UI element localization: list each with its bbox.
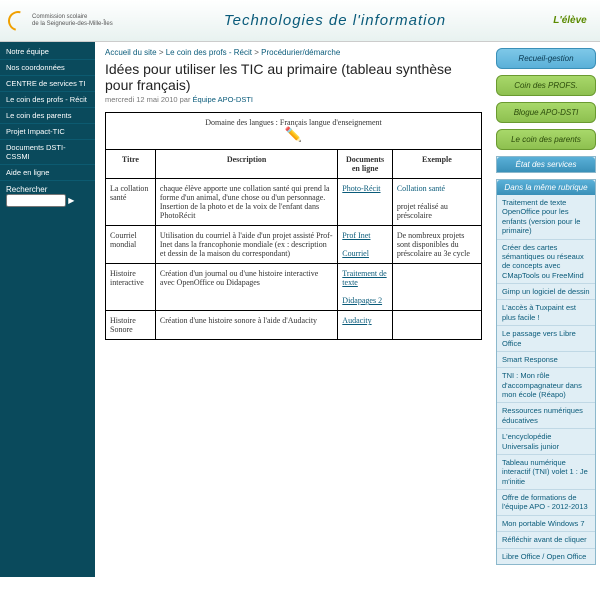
side-button[interactable]: Le coin des parents: [496, 129, 596, 150]
cell-titre: Courriel mondial: [106, 226, 156, 264]
cell-desc: Création d'un journal ou d'une histoire …: [155, 264, 337, 311]
cell-docs: Traitement de texte Didapages 2: [338, 264, 393, 311]
cell-exemple: De nombreux projets sont disponibles du …: [392, 226, 481, 264]
table-row: La collation santéchaque élève apporte u…: [106, 179, 482, 226]
nav-item[interactable]: Documents DSTI-CSSMI: [0, 140, 95, 165]
breadcrumb-c1[interactable]: Le coin des profs - Récit: [166, 48, 252, 57]
nav-item[interactable]: Notre équipe: [0, 44, 95, 60]
cell-desc: Création d'une histoire sonore à l'aide …: [155, 311, 337, 340]
commission-line1: Commission scolaire: [32, 14, 87, 20]
cell-titre: Histoire interactive: [106, 264, 156, 311]
search-label: Rechercher: [6, 185, 47, 194]
side-link[interactable]: TNI : Mon rôle d'accompagnateur dans mon…: [497, 367, 595, 402]
cell-docs: Photo-Récit: [338, 179, 393, 226]
table-row: Courriel mondialUtilisation du courriel …: [106, 226, 482, 264]
search-box: Rechercher ▶: [0, 181, 95, 211]
table-header: Description: [155, 150, 337, 179]
synthesis-table: Domaine des langues : Français langue d'…: [105, 112, 482, 340]
side-link[interactable]: Traitement de texte OpenOffice pour les …: [497, 195, 595, 239]
author-link[interactable]: Équipe APO-DSTI: [193, 95, 253, 104]
nav-item[interactable]: Projet Impact-TIC: [0, 124, 95, 140]
table-row: Histoire interactiveCréation d'un journa…: [106, 264, 482, 311]
cell-exemple: [392, 264, 481, 311]
cell-desc: chaque élève apporte une collation santé…: [155, 179, 337, 226]
side-button[interactable]: Blogue APO-DSTI: [496, 102, 596, 123]
doc-link[interactable]: Prof Inet: [342, 231, 370, 240]
table-header: Titre: [106, 150, 156, 179]
nav-item[interactable]: Le coin des profs - Récit: [0, 92, 95, 108]
site-header: Commission scolaire de la Seigneurie-des…: [0, 0, 600, 42]
side-link[interactable]: Libre Office / Open Office: [497, 548, 595, 564]
side-section: Dans la même rubriqueTraitement de texte…: [496, 179, 596, 565]
nav-item[interactable]: CENTRE de services TI: [0, 76, 95, 92]
side-section-head: Dans la même rubrique: [497, 180, 595, 195]
cell-docs: Audacity: [338, 311, 393, 340]
side-link[interactable]: Ressources numériques éducatives: [497, 402, 595, 428]
side-link[interactable]: Réfléchir avant de cliquer: [497, 531, 595, 547]
table-header: Documents en ligne: [338, 150, 393, 179]
side-button[interactable]: Coin des PROFS.: [496, 75, 596, 96]
cell-desc: Utilisation du courriel à l'aide d'un pr…: [155, 226, 337, 264]
eleve-logo: L'élève: [540, 15, 600, 26]
side-link[interactable]: Mon portable Windows 7: [497, 515, 595, 531]
side-section: État des services: [496, 156, 596, 173]
commission-logo: Commission scolaire de la Seigneurie-des…: [0, 11, 130, 31]
side-link[interactable]: Smart Response: [497, 351, 595, 367]
breadcrumb-c2[interactable]: Procédurier/démarche: [261, 48, 340, 57]
side-link[interactable]: Créer des cartes sémantiques ou réseaux …: [497, 239, 595, 284]
example-link[interactable]: Collation santé: [397, 184, 445, 193]
cell-docs: Prof Inet Courriel: [338, 226, 393, 264]
side-link[interactable]: L'accès à Tuxpaint est plus facile !: [497, 299, 595, 325]
nav-item[interactable]: Nos coordonnées: [0, 60, 95, 76]
doc-link[interactable]: Traitement de texte: [342, 269, 386, 287]
side-section-head: État des services: [497, 157, 595, 172]
search-go-icon[interactable]: ▶: [68, 196, 74, 205]
nav-item[interactable]: Aide en ligne: [0, 165, 95, 181]
breadcrumb-home[interactable]: Accueil du site: [105, 48, 157, 57]
side-link[interactable]: Tableau numérique interactif (TNI) volet…: [497, 454, 595, 489]
side-button[interactable]: Recueil-gestion: [496, 48, 596, 69]
doc-link[interactable]: Audacity: [342, 316, 371, 325]
search-input[interactable]: [6, 194, 66, 207]
side-link[interactable]: Gimp un logiciel de dessin: [497, 283, 595, 299]
table-row: Histoire SonoreCréation d'une histoire s…: [106, 311, 482, 340]
main-content: Accueil du site > Le coin des profs - Ré…: [95, 42, 492, 577]
logo-arc-icon: [4, 7, 31, 34]
cell-titre: La collation santé: [106, 179, 156, 226]
page-title: Idées pour utiliser les TIC au primaire …: [105, 61, 482, 93]
nav-item[interactable]: Le coin des parents: [0, 108, 95, 124]
side-link[interactable]: Le passage vers Libre Office: [497, 325, 595, 351]
table-caption: Domaine des langues : Français langue d'…: [106, 113, 482, 150]
doc-link[interactable]: Didapages 2: [342, 296, 382, 305]
left-sidebar: Notre équipeNos coordonnéesCENTRE de ser…: [0, 42, 95, 577]
side-link[interactable]: L'encyclopédie Universalis junior: [497, 428, 595, 454]
cell-titre: Histoire Sonore: [106, 311, 156, 340]
breadcrumb: Accueil du site > Le coin des profs - Ré…: [105, 48, 482, 57]
doc-link[interactable]: Photo-Récit: [342, 184, 380, 193]
table-header: Exemple: [392, 150, 481, 179]
doc-link[interactable]: Courriel: [342, 249, 369, 258]
commission-line2: de la Seigneurie-des-Mille-Îles: [32, 21, 113, 27]
article-meta: mercredi 12 mai 2010 par Équipe APO-DSTI: [105, 95, 482, 104]
pencil-icon: ✏️: [285, 128, 302, 143]
right-sidebar: Recueil-gestion Coin des PROFS. Blogue APO…: [492, 42, 600, 577]
side-link[interactable]: Offre de formations de l'équipe APO - 20…: [497, 489, 595, 515]
cell-exemple: [392, 311, 481, 340]
banner-title: Technologies de l'information: [130, 12, 540, 29]
cell-exemple: Collation santéprojet réalisé au préscol…: [392, 179, 481, 226]
